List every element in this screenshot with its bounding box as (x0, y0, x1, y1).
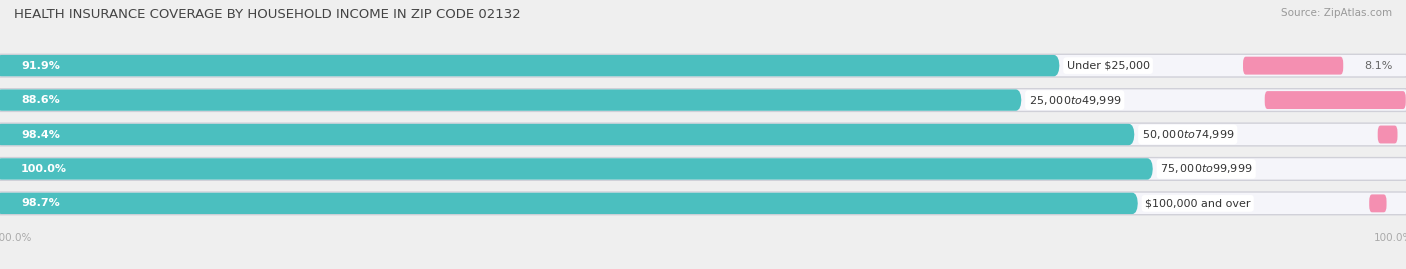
Text: $25,000 to $49,999: $25,000 to $49,999 (1029, 94, 1121, 107)
FancyBboxPatch shape (0, 157, 1406, 181)
FancyBboxPatch shape (0, 88, 1406, 112)
FancyBboxPatch shape (1265, 91, 1406, 109)
FancyBboxPatch shape (0, 54, 1406, 78)
FancyBboxPatch shape (1243, 57, 1343, 75)
FancyBboxPatch shape (0, 193, 1137, 214)
Text: $50,000 to $74,999: $50,000 to $74,999 (1142, 128, 1234, 141)
Text: 98.4%: 98.4% (21, 129, 60, 140)
FancyBboxPatch shape (0, 158, 1406, 180)
FancyBboxPatch shape (0, 122, 1406, 147)
FancyBboxPatch shape (0, 55, 1406, 76)
FancyBboxPatch shape (0, 191, 1406, 215)
FancyBboxPatch shape (0, 89, 1406, 111)
Text: 98.7%: 98.7% (21, 198, 60, 208)
Text: 100.0%: 100.0% (1374, 233, 1406, 243)
FancyBboxPatch shape (0, 124, 1406, 145)
FancyBboxPatch shape (1378, 126, 1398, 143)
Text: $100,000 and over: $100,000 and over (1144, 198, 1250, 208)
FancyBboxPatch shape (0, 55, 1060, 76)
Text: $75,000 to $99,999: $75,000 to $99,999 (1160, 162, 1253, 175)
FancyBboxPatch shape (0, 124, 1135, 145)
FancyBboxPatch shape (0, 158, 1153, 180)
Text: Source: ZipAtlas.com: Source: ZipAtlas.com (1281, 8, 1392, 18)
Text: 91.9%: 91.9% (21, 61, 60, 71)
Text: 100.0%: 100.0% (0, 233, 32, 243)
Text: 8.1%: 8.1% (1364, 61, 1393, 71)
FancyBboxPatch shape (0, 193, 1406, 214)
Text: 88.6%: 88.6% (21, 95, 60, 105)
FancyBboxPatch shape (1369, 194, 1386, 212)
Text: HEALTH INSURANCE COVERAGE BY HOUSEHOLD INCOME IN ZIP CODE 02132: HEALTH INSURANCE COVERAGE BY HOUSEHOLD I… (14, 8, 520, 21)
Text: 100.0%: 100.0% (21, 164, 67, 174)
Text: Under $25,000: Under $25,000 (1067, 61, 1150, 71)
FancyBboxPatch shape (0, 89, 1022, 111)
